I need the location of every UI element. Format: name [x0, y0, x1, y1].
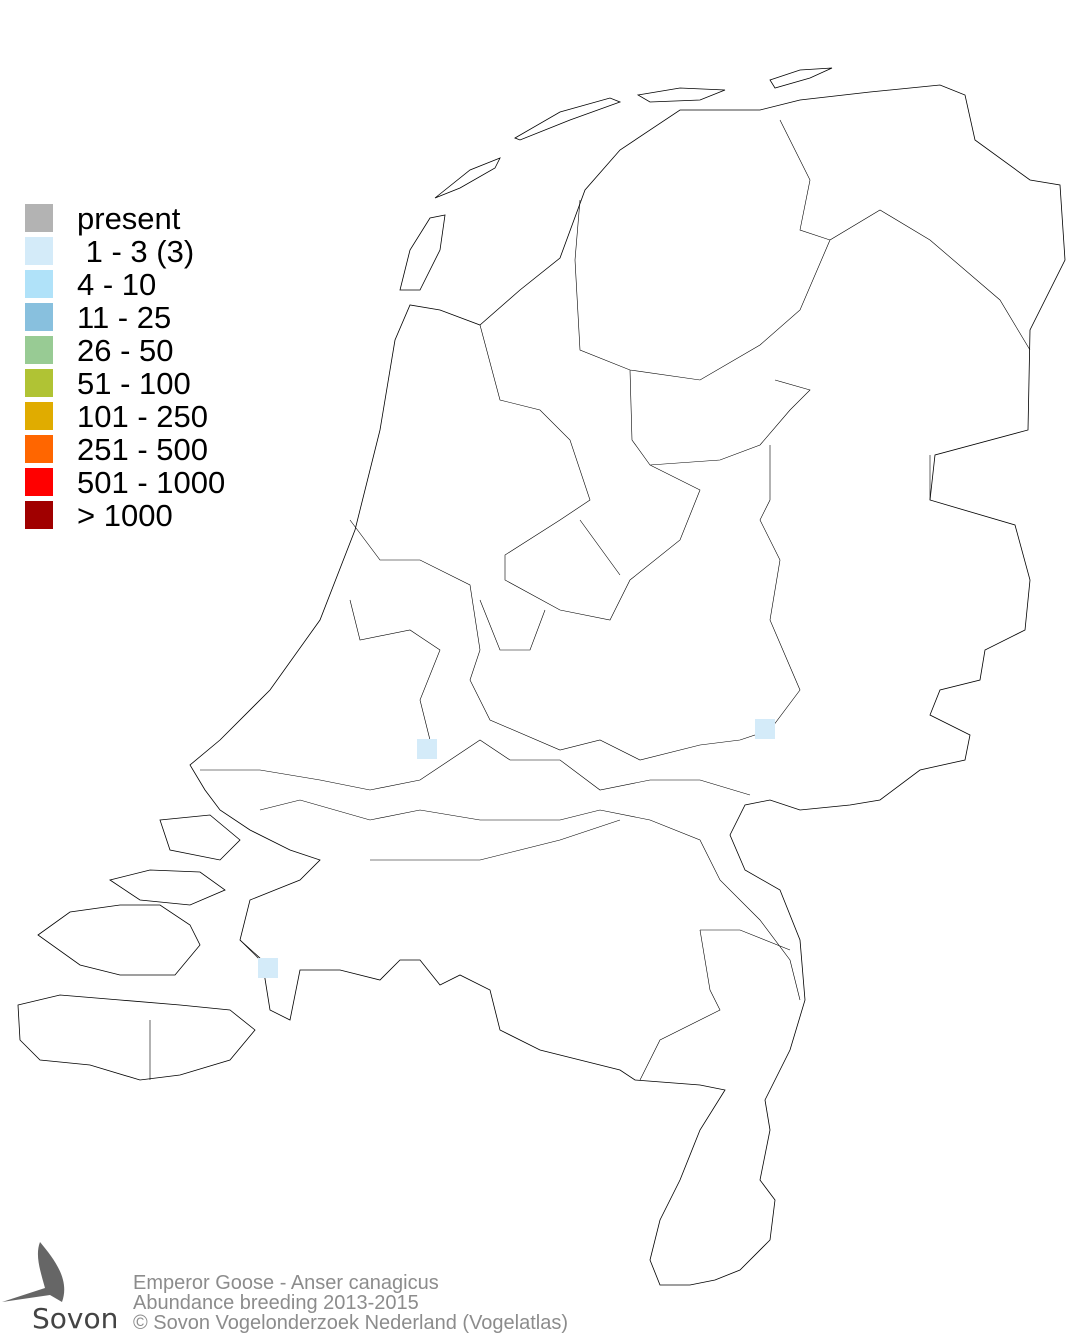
sovon-logo: Sovon — [2, 1242, 118, 1335]
occupied-square — [755, 719, 775, 739]
legend-swatch — [25, 468, 53, 496]
map-caption: Emperor Goose - Anser canagicus Abundanc… — [133, 1273, 568, 1333]
legend-swatch — [25, 435, 53, 463]
zeeland-walcheren — [37, 904, 201, 976]
legend-label: 26 - 50 — [77, 333, 174, 368]
island-schiermonnikoog — [769, 67, 833, 89]
map-subtitle: Abundance breeding 2013-2015 — [133, 1292, 419, 1314]
legend-label: 251 - 500 — [77, 432, 208, 467]
zeeland-flanders — [17, 994, 256, 1081]
legend-swatch — [25, 303, 53, 331]
zeeland-schouwen — [109, 869, 226, 906]
legend-label: 501 - 1000 — [77, 465, 226, 500]
legend-swatch — [25, 402, 53, 430]
legend-label: > 1000 — [77, 498, 173, 533]
legend-swatch — [25, 501, 53, 529]
legend-label: 11 - 25 — [77, 300, 172, 335]
species-name: Emperor Goose - Anser canagicus — [133, 1272, 439, 1294]
island-terschelling — [514, 97, 622, 141]
occupied-square — [258, 958, 278, 978]
legend-swatch — [25, 270, 53, 298]
legend-label: present — [77, 201, 181, 236]
island-ameland — [636, 87, 726, 103]
island-vlieland — [434, 157, 501, 199]
logo-text: Sovon — [32, 1302, 118, 1335]
legend-label: 1 - 3 (3) — [77, 234, 195, 269]
legend-swatch — [25, 369, 53, 397]
mainland-outline — [189, 84, 1066, 1286]
legend-swatch — [25, 237, 53, 265]
occupied-squares — [258, 719, 775, 978]
zeeland-goeree — [159, 814, 241, 861]
occupied-square — [417, 739, 437, 759]
swallow-icon — [2, 1242, 65, 1302]
island-texel — [399, 214, 446, 291]
copyright: © Sovon Vogelonderzoek Nederland (Vogela… — [133, 1312, 569, 1334]
legend-label: 101 - 250 — [77, 399, 208, 434]
province-borders — [149, 119, 1031, 1081]
legend-label: 51 - 100 — [77, 366, 191, 401]
legend-label: 4 - 10 — [77, 267, 157, 302]
legend-swatch — [25, 336, 53, 364]
legend-swatch — [25, 204, 53, 232]
